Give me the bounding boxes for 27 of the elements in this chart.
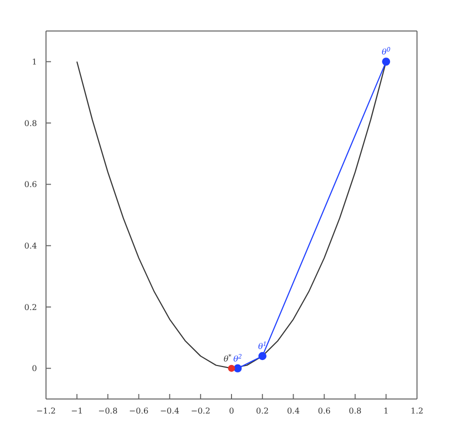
y-tick-label: 0.8 bbox=[24, 118, 37, 128]
point bbox=[382, 58, 390, 66]
x-tick-label: 1.2 bbox=[410, 406, 424, 416]
annotation: θ$^{1}$ bbox=[258, 340, 267, 352]
x-tick-label: −0.6 bbox=[129, 406, 148, 416]
x-tick-label: 0.2 bbox=[256, 406, 269, 416]
x-tick-label: −0.2 bbox=[190, 406, 210, 416]
point bbox=[228, 364, 235, 372]
x-tick-label: 0.6 bbox=[318, 406, 331, 416]
y-tick-label: 0.4 bbox=[24, 242, 37, 251]
x-tick-label: 0.8 bbox=[348, 406, 362, 416]
y-tick-label: 0.2 bbox=[24, 302, 37, 312]
y-tick-label: 1 bbox=[32, 58, 37, 67]
x-tick-label: −1.2 bbox=[36, 406, 56, 416]
x-tick-label: −0.4 bbox=[160, 406, 180, 416]
annotation: θ$^{*}$ bbox=[224, 352, 232, 364]
x-tick-label: −0.8 bbox=[98, 406, 118, 416]
point bbox=[234, 364, 242, 372]
x-tick-label: −1 bbox=[71, 406, 83, 416]
x-tick-label: 0 bbox=[228, 406, 234, 416]
y-tick-label: 0 bbox=[32, 364, 37, 374]
point bbox=[258, 352, 266, 360]
x-tick-label: 1 bbox=[384, 406, 389, 416]
annotation: θ$^{2}$ bbox=[233, 352, 242, 364]
x-tick-label: 0.4 bbox=[286, 406, 300, 416]
y-tick-label: 0.6 bbox=[24, 180, 37, 190]
annotation: θ$^{0}$ bbox=[382, 46, 391, 57]
